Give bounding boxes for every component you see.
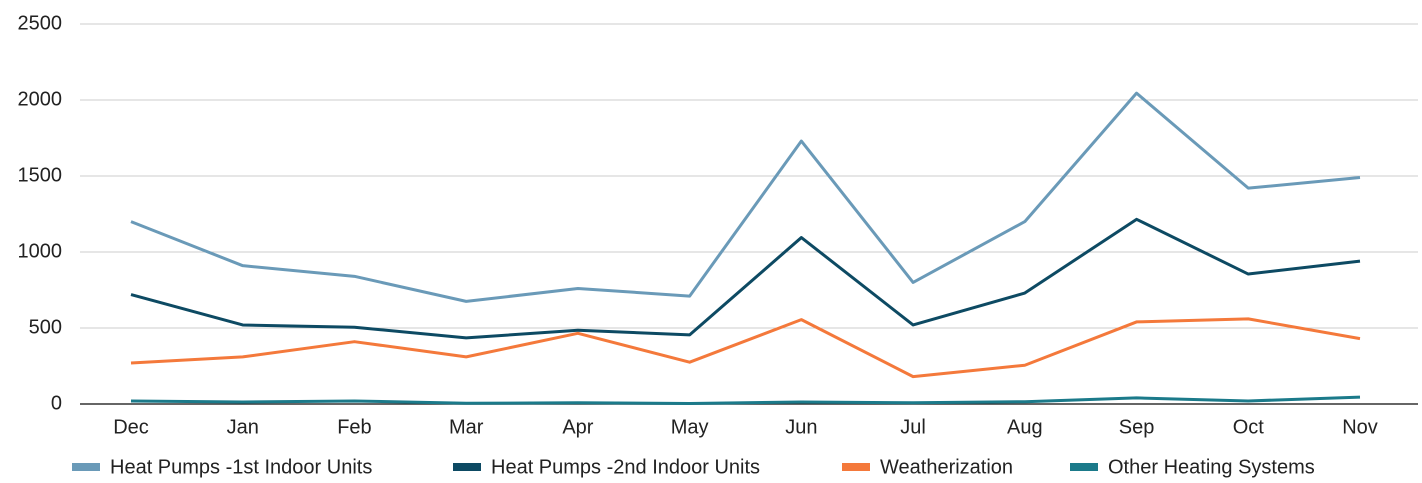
- y-tick-label: 2500: [18, 12, 63, 34]
- legend-label: Weatherization: [880, 456, 1013, 478]
- y-tick-label: 0: [51, 392, 62, 414]
- y-tick-label: 2000: [18, 88, 63, 110]
- legend-swatch: [1070, 463, 1098, 471]
- legend-swatch: [842, 463, 870, 471]
- x-tick-label: Mar: [449, 416, 484, 438]
- legend-label: Heat Pumps -2nd Indoor Units: [491, 456, 760, 478]
- x-tick-label: Nov: [1342, 416, 1378, 438]
- series-line: [130, 91, 1361, 303]
- x-tick-label: Jul: [900, 416, 926, 438]
- y-tick-label: 1000: [18, 240, 63, 262]
- y-tick-label: 500: [29, 316, 62, 338]
- x-tick-label: Aug: [1007, 416, 1043, 438]
- x-tick-label: Jun: [785, 416, 817, 438]
- x-tick-label: Jan: [227, 416, 259, 438]
- x-tick-label: May: [671, 416, 709, 438]
- legend-label: Heat Pumps -1st Indoor Units: [110, 456, 372, 478]
- x-tick-label: Oct: [1233, 416, 1265, 438]
- x-tick-label: Sep: [1119, 416, 1155, 438]
- x-tick-label: Apr: [562, 416, 593, 438]
- series-line: [130, 217, 1361, 340]
- legend-swatch: [453, 463, 481, 471]
- x-tick-label: Feb: [337, 416, 371, 438]
- series-line: [130, 317, 1361, 379]
- series-line: [130, 395, 1361, 406]
- y-tick-label: 1500: [18, 164, 63, 186]
- x-tick-label: Dec: [113, 416, 149, 438]
- legend-label: Other Heating Systems: [1108, 456, 1315, 478]
- legend-swatch: [72, 463, 100, 471]
